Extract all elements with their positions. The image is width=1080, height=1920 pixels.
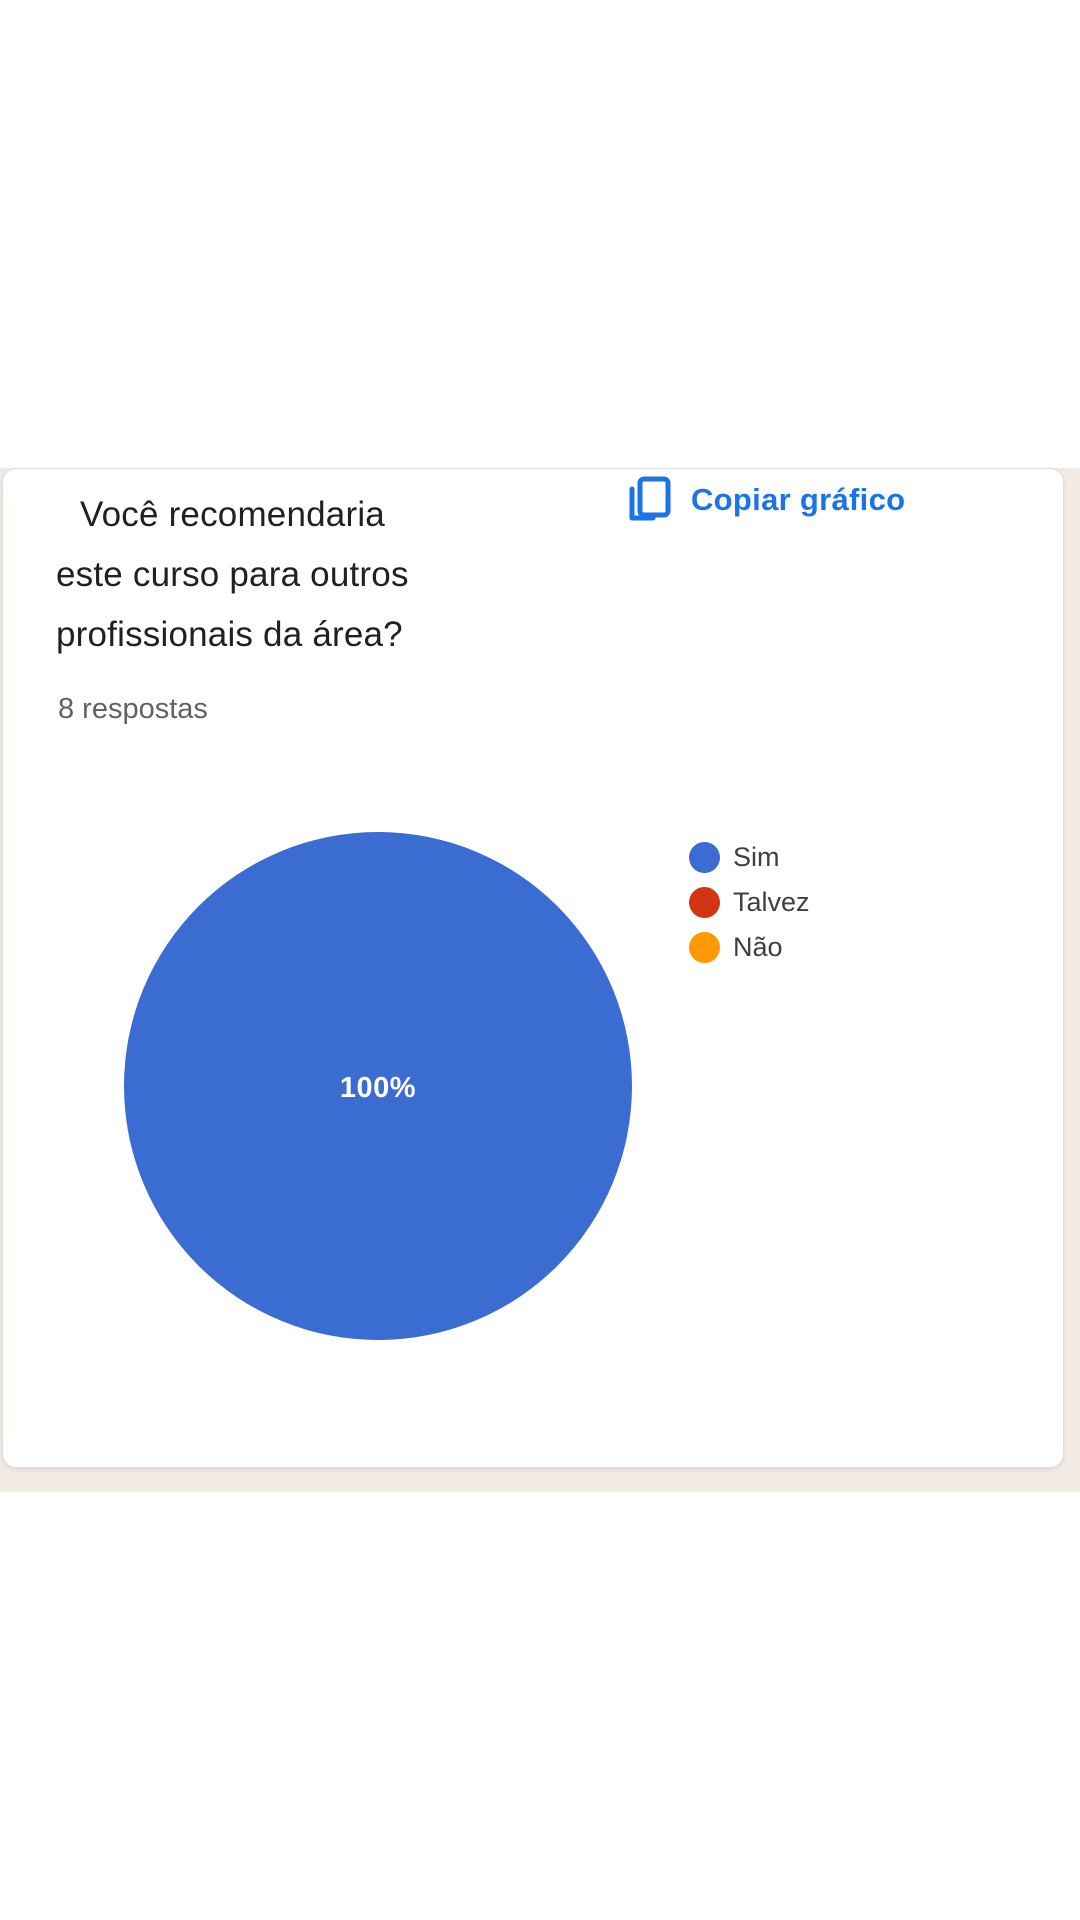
- legend-item-sim: Sim: [689, 835, 810, 880]
- copy-chart-button[interactable]: Copiar gráfico: [625, 473, 905, 527]
- question-title-line-3: profissionais da área?: [56, 615, 403, 654]
- question-title-line-2: este curso para outros: [56, 555, 409, 594]
- copy-chart-label: Copiar gráfico: [691, 482, 906, 517]
- legend-dot-sim: [689, 842, 720, 873]
- question-title-line-1: Você recomendaria: [80, 495, 385, 534]
- copy-icon: [625, 475, 673, 525]
- responses-count: 8 respostas: [58, 693, 208, 725]
- question-title: Você recomendaria este curso para outros…: [56, 485, 526, 665]
- legend-dot-nao: [689, 932, 720, 963]
- legend-label-talvez: Talvez: [733, 887, 810, 917]
- legend-label-sim: Sim: [733, 842, 780, 872]
- legend-dot-talvez: [689, 887, 720, 918]
- legend-label-nao: Não: [733, 932, 783, 962]
- pie-circle: 100%: [124, 832, 632, 1340]
- legend-item-talvez: Talvez: [689, 880, 810, 925]
- pie-slice-label: 100%: [339, 1071, 417, 1104]
- pie-chart: 100% Sim Talvez Não: [3, 469, 1063, 1467]
- legend-item-nao: Não: [689, 925, 810, 970]
- chart-legend: Sim Talvez Não: [689, 835, 810, 970]
- question-summary-card: Você recomendaria este curso para outros…: [2, 468, 1064, 1468]
